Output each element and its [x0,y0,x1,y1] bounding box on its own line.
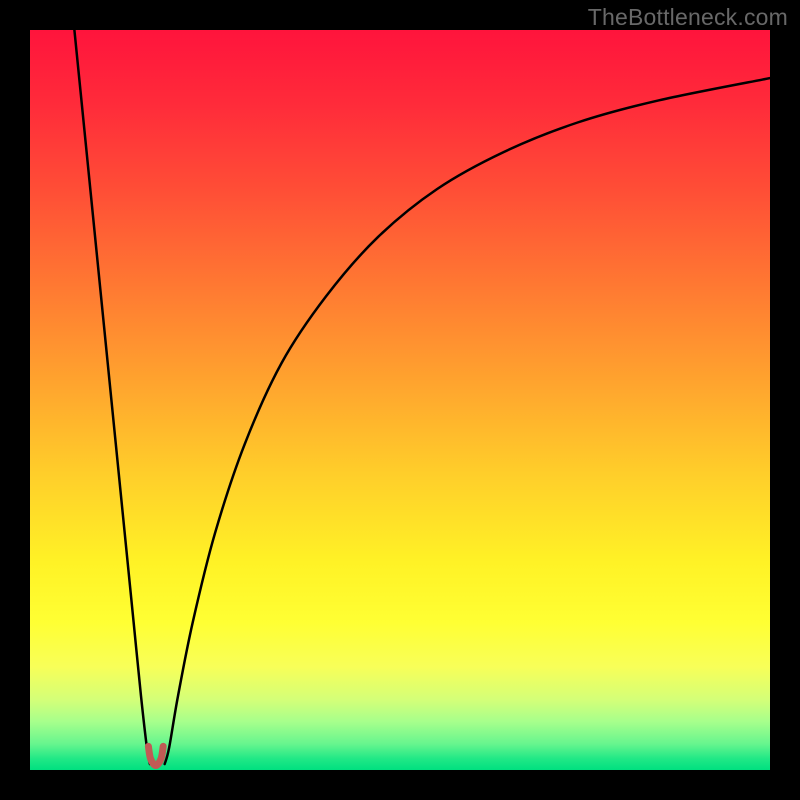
plot-area [30,30,770,770]
valley-marker [148,746,163,765]
chart-frame: TheBottleneck.com [0,0,800,800]
right-curve [165,78,770,764]
watermark-text: TheBottleneck.com [588,4,788,31]
left-curve [74,30,149,764]
curves-layer [30,30,770,770]
